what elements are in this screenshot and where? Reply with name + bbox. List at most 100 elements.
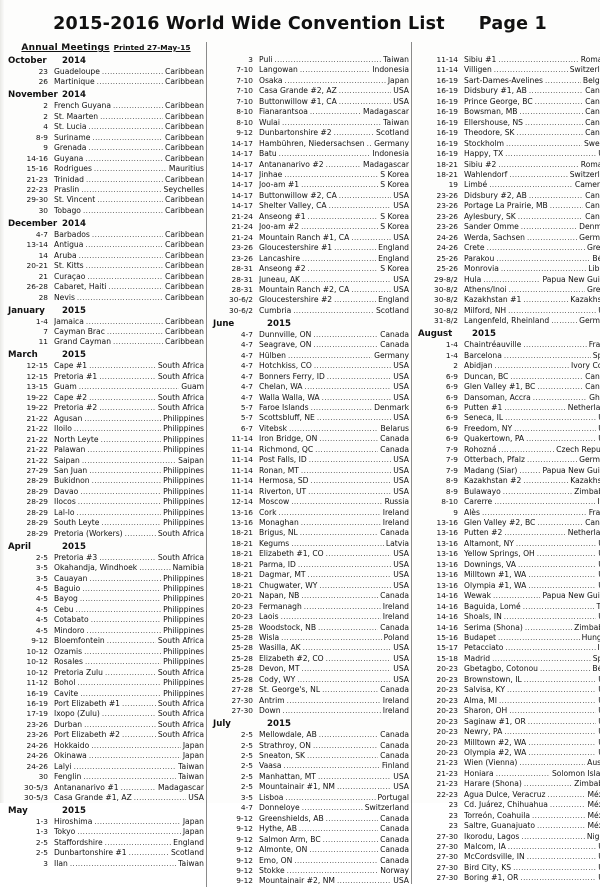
convention-country: South Africa — [157, 667, 204, 677]
convention-location: Pretoria (Workers) — [54, 528, 123, 538]
convention-country: Germany — [579, 232, 600, 242]
convention-entry: Athens/Inoi.............................… — [464, 285, 600, 295]
convention-country: USA — [596, 852, 600, 862]
convention-row: 14-17 Buttonwillow #2, CA................… — [213, 191, 409, 201]
month-year: 2015 — [62, 806, 86, 816]
convention-row: 3-5 Okahandja, Windhoek..................… — [8, 563, 204, 573]
convention-date: 13-16 — [436, 549, 458, 559]
convention-row: 6-9 Quakertown, PA.......................… — [418, 434, 600, 444]
convention-row: 4-7 Hotchkiss, CO........................… — [213, 361, 409, 371]
convention-entry: Dansoman, Accra.........................… — [464, 393, 600, 403]
convention-row: 1-4 Chaintréauville......................… — [418, 340, 600, 350]
convention-entry: Mountainair #2, NM......................… — [259, 876, 409, 886]
convention-date: 20-21 — [26, 261, 48, 271]
convention-entry: Didsbury #1, AB.........................… — [464, 86, 600, 96]
convention-date: 21-23 — [436, 768, 458, 778]
leader-dots: ........................................… — [299, 528, 378, 538]
convention-date: 31-8/2 — [434, 316, 458, 326]
convention-entry: Anseong #2..............................… — [259, 264, 409, 274]
convention-country: Kazakhstan — [570, 295, 600, 305]
convention-country: Philippines — [163, 688, 204, 698]
convention-location: Praslin — [54, 185, 80, 195]
convention-date: 6-9 — [445, 392, 458, 402]
convention-entry: Malcom, IA..............................… — [464, 842, 600, 852]
convention-country: Philippines — [163, 657, 204, 667]
convention-date: 23-26 — [436, 201, 458, 211]
convention-row: 24-26 Crete..............................… — [418, 243, 600, 253]
convention-row: 25-28 Cody, WY...........................… — [213, 675, 409, 685]
convention-date: 14-17 — [231, 201, 253, 211]
convention-country: Canada — [380, 685, 409, 695]
leader-dots: ........................................… — [284, 75, 386, 85]
convention-entry: Manhattan, MT...........................… — [259, 772, 409, 782]
convention-entry: Werda, Sachsen..........................… — [464, 233, 600, 243]
leader-dots: ........................................… — [526, 434, 596, 444]
convention-row: 14-17 Joo-am #1..........................… — [213, 180, 409, 190]
convention-location: Happy, TX — [464, 149, 504, 159]
convention-country: Finland — [381, 761, 409, 771]
convention-entry: Kazakhstan #2...........................… — [464, 476, 600, 486]
convention-location: South Leyte — [54, 518, 100, 528]
convention-row: 11-12 Bohol..............................… — [8, 678, 204, 688]
convention-entry: Puli....................................… — [259, 55, 409, 65]
month-header: March 2015 — [8, 350, 204, 360]
convention-row: 4-7 Chelan, WA...........................… — [213, 382, 409, 392]
convention-country: Kazakhstan — [570, 476, 600, 486]
convention-row: 27-30 McCordsville, IN...................… — [418, 852, 600, 862]
convention-date: 21-22 — [26, 455, 48, 465]
convention-location: Grand Cayman — [54, 337, 112, 347]
convention-row: 14-17 Batu...............................… — [213, 149, 409, 159]
convention-date: 28-29 — [26, 497, 48, 507]
leader-dots: ........................................… — [84, 646, 161, 656]
convention-location: Glen Valley #2, BC — [464, 517, 536, 527]
leader-dots: ........................................… — [313, 329, 378, 339]
convention-location: Bulawayo — [464, 486, 501, 496]
convention-country: Caribbean — [165, 122, 204, 132]
convention-location: Napan, NB — [259, 591, 300, 601]
convention-date: 29-30 — [26, 195, 48, 205]
leader-dots: ........................................… — [89, 392, 156, 402]
convention-entry: Langowan................................… — [259, 65, 409, 75]
convention-row: 29-30 St. Vincent........................… — [8, 195, 204, 205]
convention-location: Cayman Brac — [54, 327, 105, 337]
convention-location: Bayog — [54, 594, 78, 604]
leader-dots: ........................................… — [338, 190, 392, 200]
convention-date: 28-29 — [26, 518, 48, 528]
leader-dots: ........................................… — [307, 264, 379, 274]
convention-location: Chelan, WA — [259, 382, 303, 392]
leader-dots: ........................................… — [524, 622, 572, 632]
convention-date: 20-23 — [436, 695, 458, 705]
convention-entry: Honiara.................................… — [464, 769, 600, 779]
leader-dots: ........................................… — [73, 424, 162, 434]
leader-dots: ........................................… — [89, 465, 161, 475]
convention-location: Osaka — [259, 75, 283, 85]
leader-dots: ........................................… — [304, 382, 392, 392]
convention-location: Saltre, Guanajuato — [464, 821, 536, 831]
leader-dots: ........................................… — [78, 382, 180, 392]
convention-row: 29-8/2 Hula..............................… — [418, 275, 600, 285]
leader-dots: ........................................… — [503, 350, 591, 360]
convention-country: Caribbean — [165, 282, 204, 292]
convention-entry: Carerre.................................… — [464, 497, 600, 507]
convention-location: Palawan — [54, 445, 86, 455]
convention-location: Cabaret, Haiti — [54, 282, 107, 292]
convention-location: Barcelona — [464, 350, 502, 360]
convention-country: USA — [393, 86, 409, 96]
month-year: 2014 — [62, 90, 86, 101]
leader-dots: ........................................… — [539, 664, 590, 674]
convention-row: 16-19 Ellershouse, NS....................… — [418, 118, 600, 128]
convention-location: Aruba — [54, 250, 77, 260]
convention-row: 20-23 Laois..............................… — [213, 612, 409, 622]
convention-entry: Crete...................................… — [464, 243, 600, 253]
convention-date: 20-23 — [436, 747, 458, 757]
convention-location: Lancashire — [259, 253, 301, 263]
convention-location: Milltown #2, WA — [464, 737, 527, 747]
convention-row: 4-5 Cotabato.............................… — [8, 615, 204, 625]
convention-row: 31-8/2 Langenfeld, Rheinland.............… — [418, 316, 600, 326]
convention-date: 25-28 — [231, 664, 253, 674]
leader-dots: ........................................… — [504, 727, 597, 737]
convention-location: Antananarivo #1 — [54, 782, 119, 792]
convention-location: Greenshields, AB — [259, 813, 324, 823]
convention-date: 9-12 — [236, 845, 253, 855]
convention-country: South Africa — [157, 698, 204, 708]
